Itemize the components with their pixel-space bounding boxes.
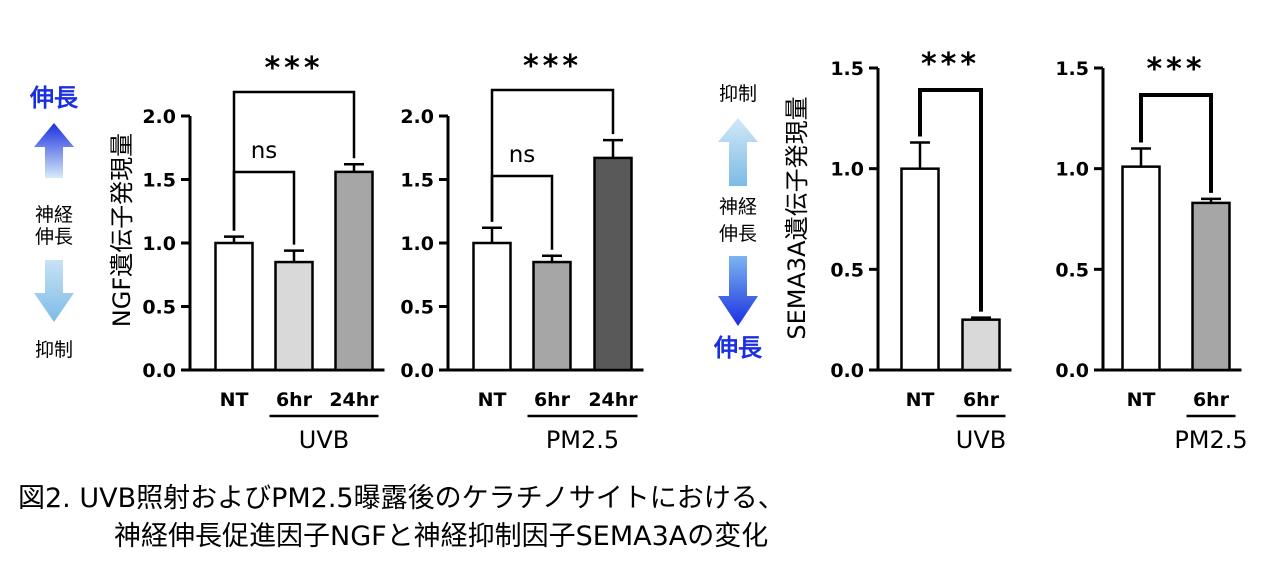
significance-bracket — [918, 88, 983, 312]
right-side-legend: 抑制 神経 伸長 伸長 — [713, 83, 763, 362]
y-tick-label: 1.5 — [142, 170, 176, 192]
figure-canvas: 伸長 神経 伸長 抑制 抑制 神経 伸長 伸長 0.0 0.5 1.0 1.5 2.0 N… — [29, 47, 1248, 454]
y-tick-label: 0.5 — [830, 259, 864, 281]
chart-panel-3: 0.0 0.5 1.0 1.5 SEMA3A遺伝子発現量 NT 6hr UVB *** — [783, 47, 1012, 454]
y-tick-label: 0.5 — [400, 297, 434, 319]
y-tick-label: 0.0 — [142, 360, 176, 382]
x-tick-label: 24hr — [588, 389, 638, 411]
y-tick-label: 1.0 — [142, 233, 176, 255]
x-tick-label: 6hr — [276, 389, 313, 411]
x-tick-label: 6hr — [963, 389, 1000, 411]
figure-caption-line-2: 神経伸長促進因子NGFと神経抑制因子SEMA3Aの変化 — [114, 521, 769, 552]
y-tick-label: 0.5 — [142, 297, 176, 319]
x-tick-label: NT — [1127, 389, 1156, 411]
significance-stars: *** — [1146, 52, 1205, 87]
right-bottom-label: 伸長 — [713, 334, 763, 362]
significance-stars: *** — [264, 51, 323, 86]
chart-panel-1: 0.0 0.5 1.0 1.5 2.0 NGF遺伝子発現量 NT 6hr 24hr UVB ns **… — [108, 51, 385, 454]
significance-ns: ns — [509, 142, 536, 168]
y-tick-label: 0.0 — [830, 360, 864, 382]
y-tick-label: 1.0 — [830, 159, 864, 181]
x-tick-label: 6hr — [534, 389, 571, 411]
significance-bracket — [490, 174, 554, 250]
y-tick-label: 2.0 — [142, 106, 176, 128]
y-tick-label: 2.0 — [400, 106, 434, 128]
group-label: PM2.5 — [546, 426, 619, 454]
right-top-label: 抑制 — [719, 83, 757, 105]
group-label: UVB — [299, 426, 349, 454]
up-arrow-light-icon — [718, 118, 758, 186]
y-axis-label: NGF遺伝子発現量 — [108, 133, 136, 327]
chart-panel-2: 0.0 0.5 1.0 1.5 2.0 NT 6hr 24hr PM2.5 ns *** — [400, 49, 644, 454]
bar-6hr — [1191, 201, 1231, 372]
y-tick-label: 1.0 — [1055, 159, 1089, 181]
left-side-legend: 伸長 神経 伸長 抑制 — [29, 84, 79, 361]
right-mid-label-1: 神経 — [719, 196, 757, 218]
significance-bracket — [232, 90, 356, 231]
bar-nt — [214, 241, 254, 372]
chart-panel-4: 0.0 0.5 1.0 1.5 NT 6hr PM2.5 *** — [1055, 52, 1247, 454]
significance-stars: *** — [523, 49, 582, 84]
bar-nt — [1121, 165, 1161, 372]
up-arrow-icon — [34, 123, 74, 178]
y-tick-label: 1.0 — [400, 233, 434, 255]
left-mid-label-2: 伸長 — [35, 226, 73, 248]
significance-bracket — [490, 88, 615, 222]
x-tick-label: NT — [220, 389, 249, 411]
left-mid-label-1: 神経 — [35, 204, 73, 226]
x-tick-label: NT — [906, 389, 935, 411]
y-tick-label: 1.5 — [1055, 58, 1089, 80]
y-tick-label: 0.0 — [1055, 360, 1089, 382]
down-arrow-blue-icon — [718, 256, 758, 326]
group-label: PM2.5 — [1174, 426, 1247, 454]
figure-caption-line-1: 図2. UVB照射およびPM2.5曝露後のケラチノサイトにおける、 — [18, 483, 785, 514]
left-bottom-label: 抑制 — [35, 339, 73, 361]
y-tick-label: 1.5 — [400, 170, 434, 192]
x-tick-label: NT — [478, 389, 507, 411]
y-tick-label: 0.0 — [400, 360, 434, 382]
bar-6hr — [274, 260, 314, 372]
y-tick-label: 1.5 — [830, 58, 864, 80]
bar-nt — [900, 167, 940, 372]
significance-stars: *** — [921, 47, 980, 82]
bar-6hr — [961, 318, 1001, 372]
significance-bracket — [1139, 93, 1213, 193]
down-arrow-icon — [34, 260, 74, 322]
significance-ns: ns — [251, 138, 278, 164]
x-tick-label: 6hr — [1193, 389, 1230, 411]
bar-24hr — [334, 170, 374, 372]
group-label: UVB — [956, 426, 1006, 454]
bar-24hr — [593, 156, 633, 372]
left-top-label: 伸長 — [29, 84, 79, 112]
bar-nt — [472, 241, 512, 372]
y-axis-label: SEMA3A遺伝子発現量 — [783, 96, 811, 339]
x-tick-label: 24hr — [329, 389, 379, 411]
right-mid-label-2: 伸長 — [719, 223, 757, 245]
bar-6hr — [532, 260, 572, 372]
significance-bracket — [232, 170, 296, 245]
y-tick-label: 0.5 — [1055, 259, 1089, 281]
charts-layer: 0.0 0.5 1.0 1.5 2.0 NGF遺伝子発現量 NT 6hr 24hr UVB ns **… — [108, 47, 1248, 454]
